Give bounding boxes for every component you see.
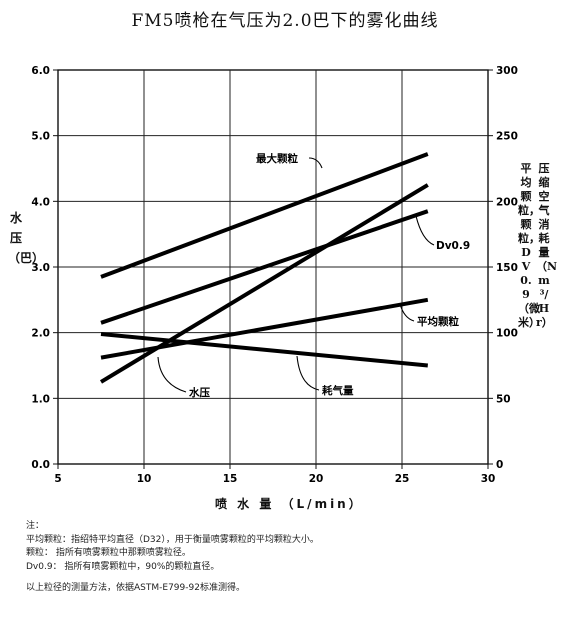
- series-line-dv09: [100, 209, 429, 325]
- y-right-tick-label: 250: [496, 131, 518, 143]
- leader-max-particle: [308, 157, 323, 169]
- note-line-3: Dv0.9： 指所有喷雾颗粒中，90%的颗粒直径。: [26, 561, 220, 572]
- series-label-dv09: Dv0.9: [436, 240, 470, 252]
- series-label-max-particle: 最大颗粒: [256, 152, 298, 165]
- series-label-water-pressure: 水压: [188, 386, 210, 399]
- y-left-tick-label: 0.0: [31, 459, 50, 471]
- x-tick-label: 5: [54, 473, 61, 485]
- y-left-tick-label: 1.0: [31, 393, 50, 405]
- x-tick-label: 30: [481, 473, 496, 485]
- chart-title: FM5喷枪在气压为2.0巴下的雾化曲线: [131, 11, 439, 31]
- y-axis-right-label-col2: 平均颗粒，颗粒，DV0.9（微米）: [518, 162, 540, 329]
- x-tick-label: 20: [309, 473, 324, 485]
- y-axis-left: 0.0 1.0 2.0 3.0 4.0 5.0 6.0: [31, 65, 58, 471]
- x-tick-label: 10: [137, 473, 152, 485]
- y-left-tick-label: 5.0: [31, 131, 50, 143]
- grid: [58, 70, 488, 464]
- y-right-tick-label: 50: [496, 393, 511, 405]
- note-line-4: 以上粒径的测量方法，依据ASTM-E799-92标准测得。: [26, 583, 245, 594]
- leader-lines: [157, 157, 435, 393]
- series-line-water-pressure: [99, 183, 429, 384]
- note-line-1: 平均颗粒：指绍特平均直径（D32），用于衡量喷雾颗粒的平均颗粒大小。: [26, 534, 319, 545]
- series-label-mean-particle: 平均颗粒: [417, 315, 459, 328]
- x-axis-label: 喷 水 量 （L/min）: [215, 497, 364, 511]
- x-axis: 5 10 15 20 25 30: [54, 464, 495, 485]
- leader-water-pressure: [157, 356, 187, 393]
- y-right-tick-label: 100: [496, 328, 518, 340]
- y-right-tick-label: 300: [496, 65, 518, 77]
- y-axis-left-label: 水压（巴）: [8, 211, 45, 265]
- y-right-tick-label: 0: [496, 459, 503, 471]
- series-label-air-consumption: 耗气量: [322, 384, 354, 397]
- notes-section: 注： 平均颗粒：指绍特平均直径（D32），用于衡量喷雾颗粒的平均颗粒大小。 颗粒…: [26, 520, 556, 596]
- x-tick-label: 15: [223, 473, 238, 485]
- y-right-tick-label: 150: [496, 262, 518, 274]
- leader-dv09: [415, 215, 435, 246]
- y-left-tick-label: 3.0: [31, 262, 50, 274]
- notes-heading: 注：: [26, 521, 45, 531]
- y-axis-right-label: 压缩空气消耗量（Nm³/Hr） 平均颗粒，颗粒，DV0.9（微米）: [514, 162, 558, 342]
- x-tick-label: 25: [395, 473, 410, 485]
- leader-air-consumption: [296, 355, 320, 391]
- series-line-air-consumption: [100, 331, 428, 368]
- y-axis-right: 0 50 100 150 200 250 300: [488, 65, 518, 471]
- note-line-2: 颗粒： 指所有喷雾颗粒中那颗喷雾粒径。: [26, 548, 191, 559]
- y-right-tick-label: 200: [496, 196, 518, 208]
- series-line-max-particle: [100, 152, 429, 279]
- y-left-tick-label: 2.0: [31, 328, 50, 340]
- series-lines: [99, 152, 429, 384]
- y-left-tick-label: 6.0: [31, 65, 50, 77]
- y-axis-right-label-col1: 压缩空气消耗量（Nm³/Hr）: [536, 162, 558, 329]
- y-left-tick-label: 4.0: [31, 196, 50, 208]
